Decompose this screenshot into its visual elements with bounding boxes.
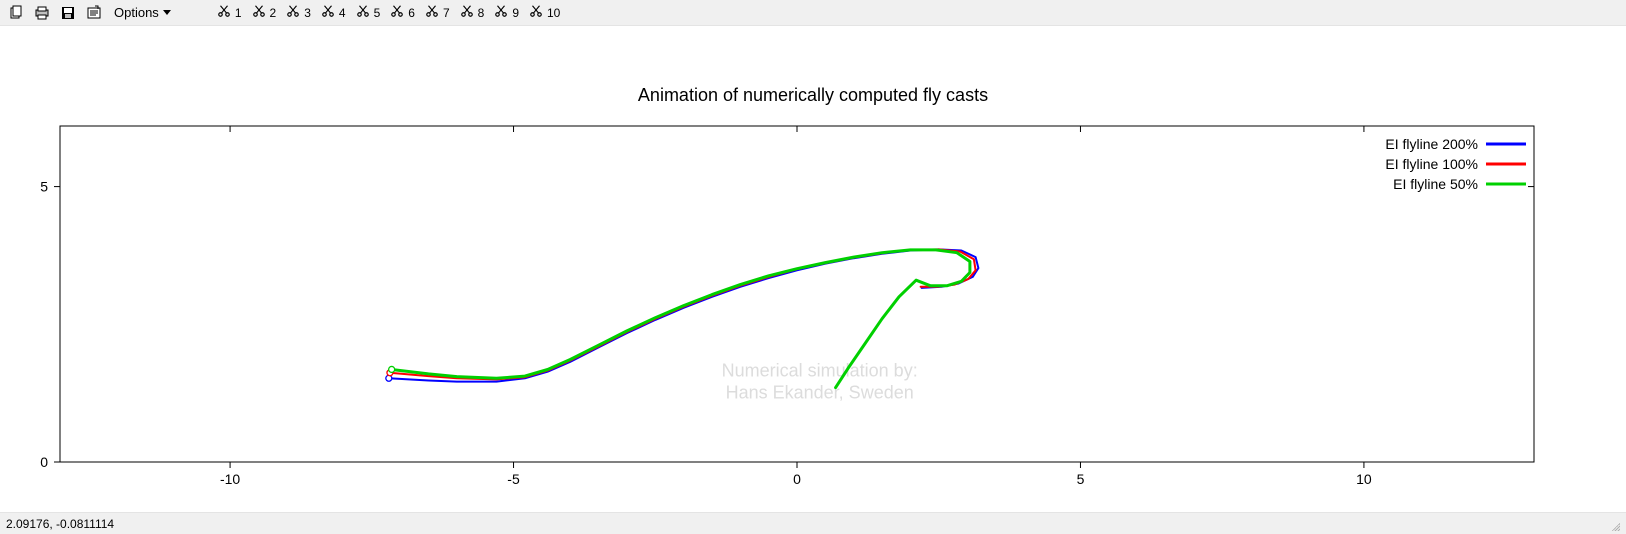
properties-button[interactable]	[84, 3, 104, 23]
print-button[interactable]	[32, 3, 52, 23]
options-dropdown[interactable]: Options	[110, 3, 175, 23]
plot-svg: Animation of numerically computed fly ca…	[0, 26, 1626, 512]
chevron-down-icon	[163, 10, 171, 15]
watermark-line1: Numerical simulation by:	[722, 361, 918, 381]
scissor-button-5[interactable]: 5	[356, 3, 381, 23]
scissor-number-label: 7	[443, 6, 450, 20]
legend-label: EI flyline 200%	[1385, 136, 1478, 152]
ytick-label: 0	[40, 454, 48, 470]
scissors-icon	[529, 4, 543, 21]
scissor-number-label: 8	[478, 6, 485, 20]
scissors-icon	[252, 4, 266, 21]
scissors-icon	[356, 4, 370, 21]
scissor-number-label: 3	[304, 6, 311, 20]
xtick-label: 5	[1077, 471, 1085, 487]
scissors-icon	[286, 4, 300, 21]
scissor-number-label: 10	[547, 6, 560, 20]
scissor-button-1[interactable]: 1	[217, 3, 242, 23]
status-bar: 2.09176, -0.0811114	[0, 512, 1626, 534]
cursor-coordinates: 2.09176, -0.0811114	[6, 517, 114, 531]
resize-grip-icon[interactable]	[1606, 517, 1620, 531]
plot-area[interactable]: Animation of numerically computed fly ca…	[0, 26, 1626, 512]
xtick-label: -5	[507, 471, 520, 487]
scissor-button-4[interactable]: 4	[321, 3, 346, 23]
scissor-button-10[interactable]: 10	[529, 3, 560, 23]
chart-title: Animation of numerically computed fly ca…	[638, 85, 988, 105]
scissors-icon	[217, 4, 231, 21]
scissor-button-3[interactable]: 3	[286, 3, 311, 23]
scissor-number-label: 9	[512, 6, 519, 20]
xtick-label: -10	[220, 471, 240, 487]
scissors-icon	[321, 4, 335, 21]
options-label: Options	[114, 5, 159, 20]
scissor-number-label: 1	[235, 6, 242, 20]
copy-button[interactable]	[6, 3, 26, 23]
xtick-label: 0	[793, 471, 801, 487]
scissors-icon	[425, 4, 439, 21]
scissors-icon	[390, 4, 404, 21]
scissor-button-8[interactable]: 8	[460, 3, 485, 23]
scissor-button-9[interactable]: 9	[494, 3, 519, 23]
scissor-number-label: 2	[270, 6, 277, 20]
watermark-line2: Hans Ekander, Sweden	[726, 383, 914, 403]
scissor-number-label: 6	[408, 6, 415, 20]
scissor-toolbar: 1 2 3 4 5 6 7 8 9 10	[217, 3, 561, 23]
scissor-button-6[interactable]: 6	[390, 3, 415, 23]
scissor-button-2[interactable]: 2	[252, 3, 277, 23]
scissor-button-7[interactable]: 7	[425, 3, 450, 23]
scissor-number-label: 5	[374, 6, 381, 20]
scissors-icon	[460, 4, 474, 21]
save-button[interactable]	[58, 3, 78, 23]
scissors-icon	[494, 4, 508, 21]
legend-label: EI flyline 50%	[1393, 176, 1478, 192]
xtick-label: 10	[1356, 471, 1372, 487]
scissor-number-label: 4	[339, 6, 346, 20]
series-start-marker	[389, 366, 395, 372]
legend-label: EI flyline 100%	[1385, 156, 1478, 172]
ytick-label: 5	[40, 179, 48, 195]
toolbar: Options 1 2 3 4 5 6 7 8 9 10	[0, 0, 1626, 26]
